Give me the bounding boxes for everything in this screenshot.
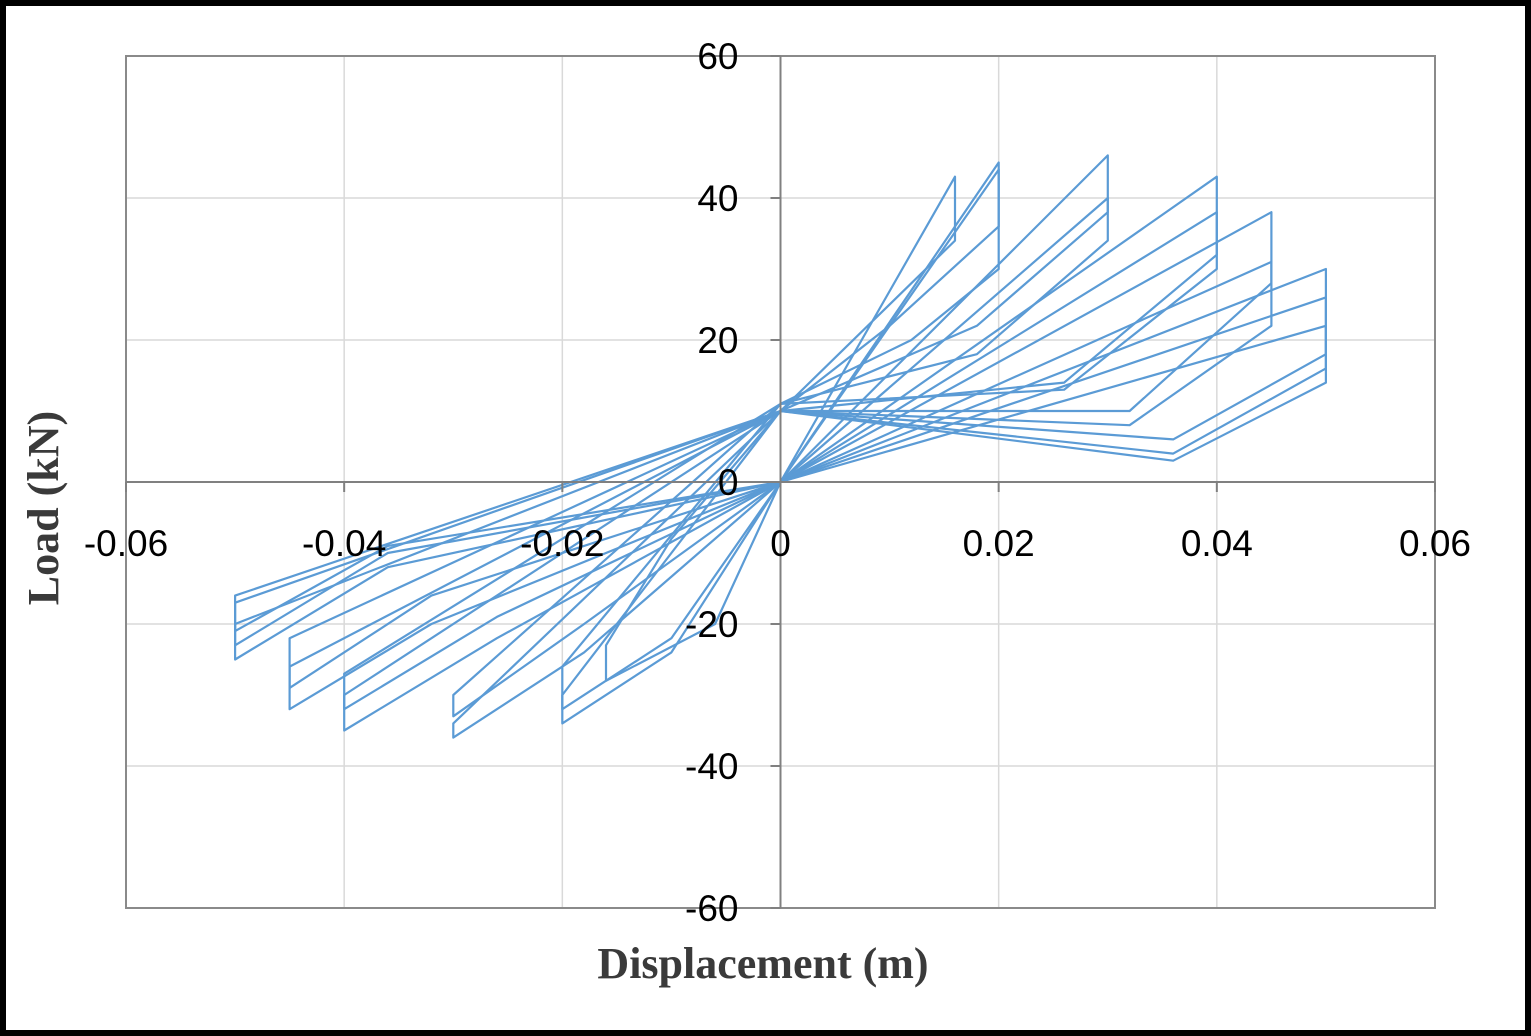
x-tick-label: -0.02 xyxy=(520,523,604,564)
y-tick-label: -20 xyxy=(685,604,738,645)
axes xyxy=(125,55,1436,909)
y-tick-label: 0 xyxy=(718,462,739,503)
tick-labels: -0.06 -0.04 -0.02 0 0.02 0.04 0.06 60 40 20 0 -20 -4… xyxy=(84,36,1471,929)
y-axis-title: Load (kN) xyxy=(19,411,68,605)
x-axis-title: Displacement (m) xyxy=(597,939,928,988)
x-tick-label: -0.04 xyxy=(302,523,386,564)
x-tick-label: 0 xyxy=(770,523,791,564)
y-tick-label: 40 xyxy=(697,178,738,219)
x-tick-label: 0.06 xyxy=(1399,523,1471,564)
x-tick-label: 0.04 xyxy=(1181,523,1253,564)
y-tick-label: 60 xyxy=(697,36,738,77)
y-tick-label: -40 xyxy=(685,746,738,787)
y-tick-label: -60 xyxy=(685,888,738,929)
x-tick-label: -0.06 xyxy=(84,523,168,564)
y-tick-label: 20 xyxy=(697,320,738,361)
x-tick-label: 0.02 xyxy=(963,523,1035,564)
